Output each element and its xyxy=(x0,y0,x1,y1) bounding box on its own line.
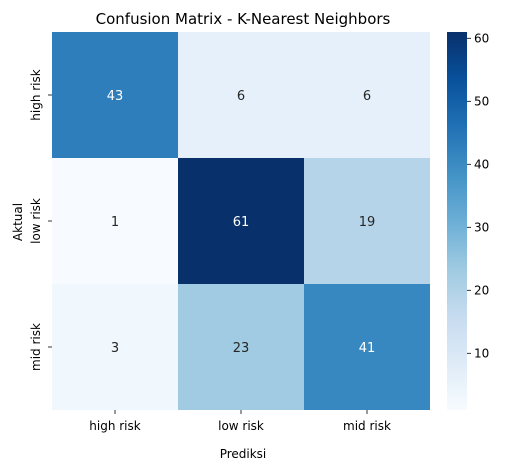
cell-value-label: 19 xyxy=(359,215,376,230)
y-tick-label: low risk xyxy=(29,198,43,244)
colorbar-tick-label: 10 xyxy=(474,346,489,360)
colorbar-tick-label: 20 xyxy=(474,283,489,297)
heatmap-cell xyxy=(304,284,430,410)
cell-value-label: 23 xyxy=(233,341,250,356)
heatmap-cell xyxy=(304,32,430,158)
heatmap-cell xyxy=(52,284,178,410)
heatmap-cell xyxy=(304,158,430,284)
y-tick-label: high risk xyxy=(29,69,43,120)
colorbar-tick-label: 50 xyxy=(474,94,489,108)
heatmap-cell xyxy=(52,32,178,158)
colorbar xyxy=(447,32,467,410)
heatmap-cell xyxy=(178,32,304,158)
colorbar-tick-label: 60 xyxy=(474,31,489,45)
y-axis-ticks: high risk low risk mid risk xyxy=(29,69,52,371)
cell-value-label: 6 xyxy=(237,89,245,104)
cell-value-label: 1 xyxy=(111,215,119,230)
heatmap-cell xyxy=(178,158,304,284)
colorbar-tick-label: 30 xyxy=(474,220,489,234)
cell-value-label: 6 xyxy=(363,89,371,104)
x-tick-label: high risk xyxy=(89,419,140,433)
heatmap-cell xyxy=(178,284,304,410)
y-axis-label: Aktual xyxy=(11,203,25,241)
cell-value-label: 43 xyxy=(107,89,124,104)
x-axis-ticks: high risk low risk mid risk xyxy=(89,410,391,433)
chart-title: Confusion Matrix - K-Nearest Neighbors xyxy=(96,10,391,28)
cell-value-label: 41 xyxy=(359,341,376,356)
y-tick-label: mid risk xyxy=(29,323,43,371)
x-tick-label: mid risk xyxy=(343,419,391,433)
heatmap-cell xyxy=(52,158,178,284)
heatmap-cells: 43 6 61 61 193 23 41 xyxy=(52,32,430,410)
colorbar-tick-label: 40 xyxy=(474,157,489,171)
cell-value-label: 3 xyxy=(111,341,119,356)
x-axis-label: Prediksi xyxy=(220,447,267,461)
cell-value-label: 61 xyxy=(233,215,250,230)
colorbar-ticks: 10 20 30 40 50 60 xyxy=(467,31,489,360)
x-tick-label: low risk xyxy=(218,419,264,433)
